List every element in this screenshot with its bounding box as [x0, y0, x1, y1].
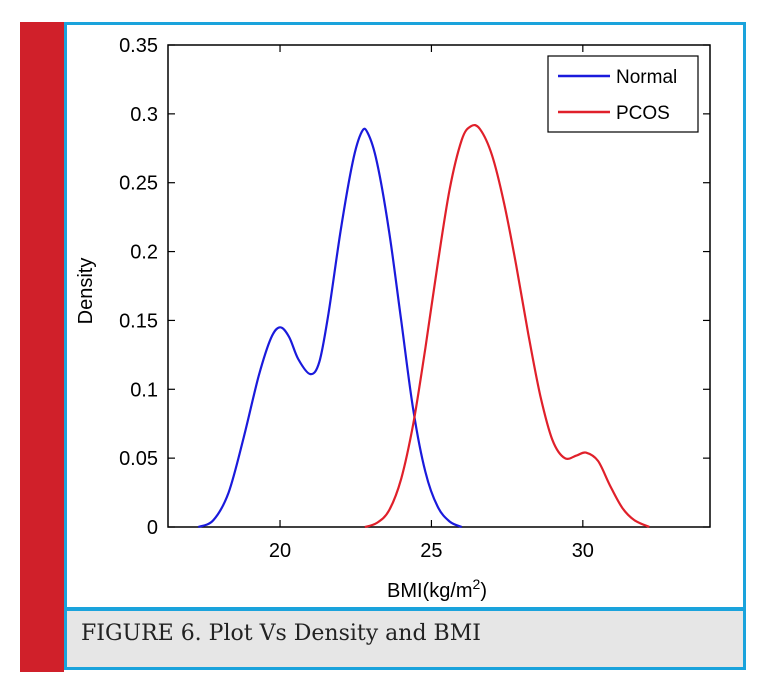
y-tick-label: 0.2 — [130, 242, 158, 264]
caption-divider — [64, 607, 746, 611]
caption-box — [67, 611, 743, 667]
y-tick-label: 0.05 — [119, 448, 158, 470]
x-axis-label-superscript: 2 — [473, 576, 481, 592]
y-tick-label: 0 — [147, 517, 158, 539]
y-tick-label: 0.25 — [119, 173, 158, 195]
x-tick-label: 30 — [572, 540, 594, 562]
accent-bar — [20, 22, 64, 672]
y-tick-label: 0.3 — [130, 104, 158, 126]
series-layer — [197, 123, 650, 529]
series-line-pcos — [364, 123, 650, 529]
y-axis-label: Density — [75, 258, 97, 325]
x-tick-label: 25 — [420, 540, 442, 562]
legend: Normal PCOS — [547, 55, 699, 133]
legend-label-pcos: PCOS — [616, 103, 670, 124]
ticks: 0 0.05 0.1 0.15 0.2 0.25 0.3 0.35 20 25 30 — [119, 35, 710, 562]
legend-label-normal: Normal — [616, 67, 677, 88]
x-axis-label-main: BMI(kg/m — [387, 580, 473, 602]
legend-box — [547, 55, 699, 133]
y-tick-label: 0.15 — [119, 310, 158, 332]
x-axis-label: BMI(kg/m2) — [387, 576, 487, 602]
figure-caption: FIGURE 6. Plot Vs Density and BMI — [81, 621, 481, 646]
x-axis-label-close: ) — [480, 580, 487, 602]
x-tick-label: 20 — [269, 540, 291, 562]
series-line-normal — [197, 127, 463, 529]
y-tick-label: 0.1 — [130, 379, 158, 401]
y-tick-label: 0.35 — [119, 35, 158, 57]
